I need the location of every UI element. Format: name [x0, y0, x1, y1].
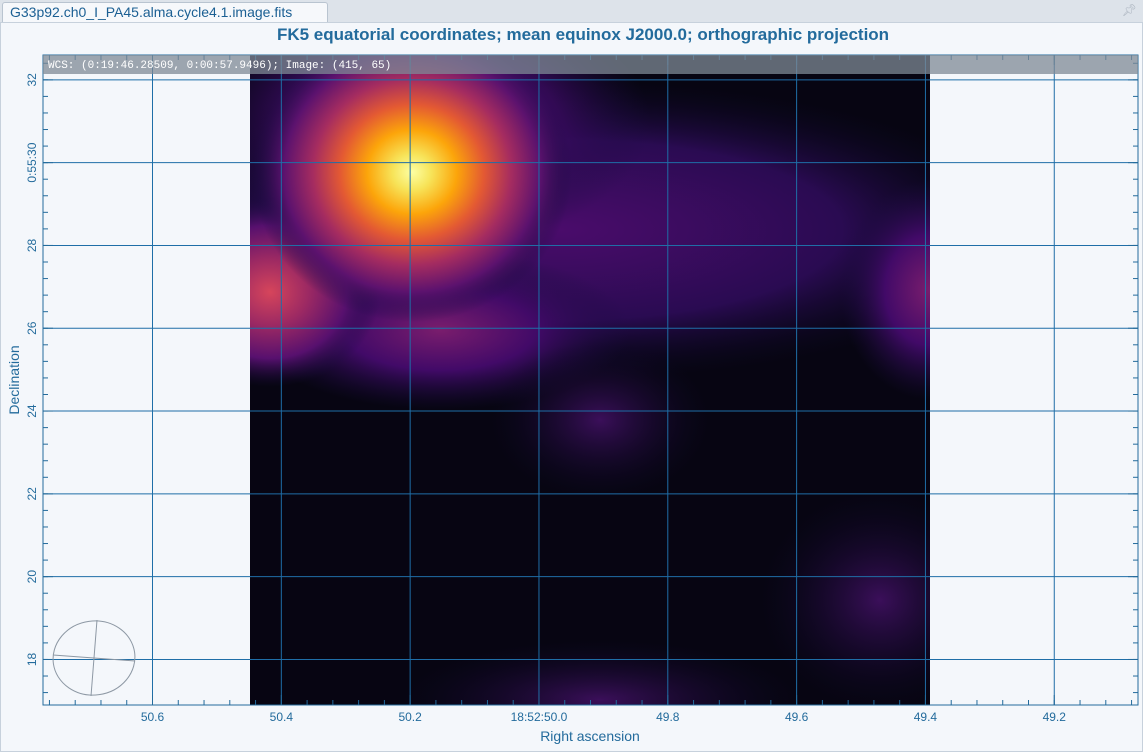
x-tick-label: 49.6	[785, 710, 809, 724]
y-axis-label: Declination	[6, 345, 22, 414]
x-tick-label: 50.6	[141, 710, 165, 724]
x-tick-label: 18:52:50.0	[511, 710, 568, 724]
emission-faint-bottom	[400, 640, 800, 705]
beam-ellipse-icon	[52, 619, 136, 697]
x-tick-label: 50.2	[398, 710, 422, 724]
y-tick-label: 18	[25, 652, 39, 666]
x-tick-labels: 50.6 50.4 50.2 18:52:50.0 49.8 49.6 49.4 49.2	[141, 710, 1066, 724]
cursor-info: WCS: (0:19:46.28509, 0:00:57.9496); Imag…	[48, 60, 391, 72]
plot-title: FK5 equatorial coordinates; mean equinox…	[276, 25, 890, 44]
y-tick-label: 0:55:30	[25, 142, 39, 182]
tab-bar: G33p92.ch0_I_PA45.alma.cycle4.1.image.fi…	[0, 0, 1143, 23]
y-tick-label: 22	[25, 487, 39, 501]
x-tick-label: 49.2	[1043, 710, 1067, 724]
y-tick-label: 20	[25, 570, 39, 584]
y-tick-label: 32	[25, 73, 39, 87]
y-tick-label: 24	[25, 404, 39, 418]
fits-image[interactable]	[90, 0, 1030, 752]
pin-icon[interactable]: 📌︎	[1121, 3, 1137, 17]
x-tick-label: 49.8	[656, 710, 680, 724]
emission-faint-right	[760, 490, 930, 705]
x-tick-label: 50.4	[270, 710, 294, 724]
x-axis-label: Right ascension	[540, 728, 640, 744]
tab-icons: 📌︎	[1122, 3, 1137, 17]
y-tick-labels: 32 0:55:30 28 26 24 22 20 18	[25, 73, 39, 666]
y-tick-label: 26	[25, 321, 39, 335]
x-tick-label: 49.4	[914, 710, 938, 724]
source-bright	[252, 55, 572, 322]
cursor-info-bar	[43, 55, 1138, 74]
emission-faint-knot	[490, 340, 710, 500]
emission-right-edge	[840, 180, 930, 400]
coordinate-grid	[43, 55, 1138, 705]
tab-image-file[interactable]: G33p92.ch0_I_PA45.alma.cycle4.1.image.fi…	[2, 2, 328, 22]
y-tick-label: 28	[25, 238, 39, 252]
